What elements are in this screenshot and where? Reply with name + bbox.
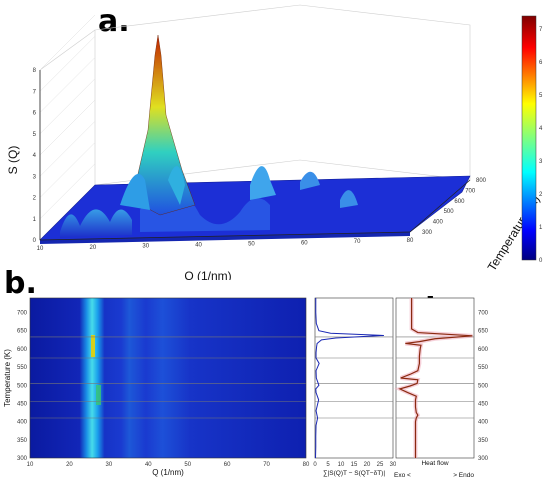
a-xtick-label: 50 (248, 241, 255, 247)
a-xtick-label: 10 (37, 246, 44, 252)
c-xtick-label: 10 (338, 462, 345, 468)
a-zlabel: S (Q) (6, 146, 20, 175)
d-ytick-label: 500 (478, 383, 489, 389)
a-ytick-label: 300 (422, 230, 433, 236)
a-ytick-label: 400 (433, 220, 444, 226)
b-xtick-label: 80 (303, 462, 310, 468)
a-xtick-label: 30 (142, 244, 149, 250)
heatmap-hotspot (91, 335, 95, 357)
b-ytick-label: 700 (17, 311, 28, 317)
colorbar-tick-label: 3 (539, 159, 543, 165)
a-xlabel: Q (1/nm) (184, 269, 231, 280)
c-series-line (315, 298, 384, 459)
a-xtick-label: 70 (354, 239, 361, 245)
b-ytick-label: 500 (17, 383, 28, 389)
a-ztick-label: 0 (33, 238, 37, 244)
a-ztick-label: 8 (33, 68, 37, 74)
c-xtick-label: 20 (364, 462, 371, 468)
a-ztick-label: 2 (33, 196, 37, 202)
b-xtick-label: 30 (106, 462, 113, 468)
c-xtick-label: 5 (326, 462, 330, 468)
b-xtick-label: 60 (224, 462, 231, 468)
a-xtick-label: 40 (195, 243, 202, 249)
colorbar-tick-label: 1 (539, 225, 543, 231)
b-xtick-label: 20 (66, 462, 73, 468)
a-ztick-label: 7 (33, 89, 37, 95)
heatmap-field (30, 298, 306, 458)
c-xlabel: ∑|S(Q)T − S(QT−δT)| (323, 470, 385, 477)
a-xtick-label: 20 (90, 245, 97, 251)
b-ytick-label: 600 (17, 347, 28, 353)
b-ytick-label: 650 (17, 329, 28, 335)
surface-front-edge (40, 232, 410, 244)
colorbar-tick-label: 0 (539, 258, 543, 264)
colorbar-tick-label: 2 (539, 192, 543, 198)
d-series-line (398, 298, 473, 458)
a-ztick-label: 1 (33, 217, 37, 223)
a-ytick-label: 800 (476, 178, 487, 184)
c-xtick-label: 15 (351, 462, 358, 468)
colorbar-tick-label: 7 (539, 27, 543, 33)
panel-b-label: b. (4, 266, 37, 301)
a-xtick-label: 80 (407, 238, 414, 244)
d-ytick-label: 700 (478, 311, 489, 317)
a-ytick-label: 500 (444, 209, 455, 215)
b-ylabel: Temperature (K) (3, 349, 12, 407)
d-ytick-label: 300 (478, 456, 489, 462)
d-ytick-label: 550 (478, 365, 489, 371)
c-xtick-label: 25 (377, 462, 384, 468)
panel-b-heatmap-chart: 10 20 30 40 50 60 70 80 300 350 400 450 500 550 600 65… (3, 297, 310, 477)
a-ztick-label: 3 (33, 174, 37, 180)
panel-d-line-chart: 300 350 400 450 500 550 600 650 700 Heat flow Ex… (394, 297, 489, 479)
d-ytick-label: 400 (478, 420, 489, 426)
b-ytick-label: 450 (17, 401, 28, 407)
d-ytick-label: 650 (478, 329, 489, 335)
b-ytick-label: 400 (17, 420, 28, 426)
c-xtick-label: 0 (313, 462, 317, 468)
colorbar (521, 15, 537, 261)
d-ytick-label: 350 (478, 438, 489, 444)
d-ytick-label: 600 (478, 347, 489, 353)
panel-a-label: a. (98, 4, 130, 39)
colorbar-tick-label: 5 (539, 93, 543, 99)
a-ztick-label: 4 (33, 153, 37, 159)
d-xlabel: Heat flow (421, 460, 448, 467)
colorbar-tick-label: 6 (539, 60, 543, 66)
b-ytick-label: 300 (17, 456, 28, 462)
b-xlabel: Q (1/nm) (152, 468, 184, 477)
b-xtick-label: 40 (145, 462, 152, 468)
d-exo-label: Exo < (394, 472, 411, 479)
d-ytick-label: 450 (478, 401, 489, 407)
colorbar-tick-label: 4 (539, 126, 543, 132)
a-ytick-label: 700 (465, 188, 476, 194)
b-xtick-label: 50 (184, 462, 191, 468)
a-xtick-label: 60 (301, 240, 308, 246)
d-endo-label: > Endo (453, 472, 474, 479)
b-ytick-label: 550 (17, 365, 28, 371)
a-ztick-label: 6 (33, 111, 37, 117)
b-ytick-label: 350 (17, 438, 28, 444)
b-xtick-label: 70 (263, 462, 270, 468)
a-ytick-label: 600 (454, 199, 465, 205)
c-xtick-label: 30 (390, 462, 396, 468)
b-xtick-label: 10 (27, 462, 34, 468)
panel-c-line-chart: 0 5 10 15 20 25 30 ∑|S(Q)T − S(QT−δT)| (313, 297, 396, 477)
a-ztick-label: 5 (33, 132, 37, 138)
